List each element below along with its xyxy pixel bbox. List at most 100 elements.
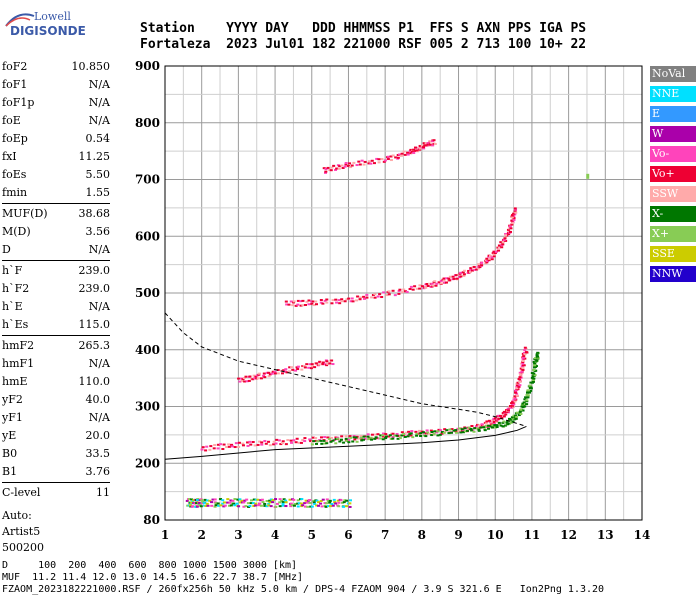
echo-mark xyxy=(464,430,468,433)
echo-mark xyxy=(333,438,337,441)
echo-mark xyxy=(267,375,271,378)
echo-mark xyxy=(395,432,399,435)
echo-mark xyxy=(358,298,362,301)
param-row: C-level 11 xyxy=(2,484,110,502)
echo-mark xyxy=(440,432,444,435)
echo-mark xyxy=(521,409,525,412)
echo-mark xyxy=(289,300,293,303)
echo-mark xyxy=(326,362,330,365)
echo-mark xyxy=(402,150,406,153)
echo-mark xyxy=(276,369,280,372)
echo-mark xyxy=(330,503,334,506)
x-tick-label: 11 xyxy=(524,528,541,542)
echo-mark xyxy=(315,362,319,365)
echo-mark xyxy=(510,402,514,405)
echo-mark xyxy=(504,233,508,236)
echo-mark xyxy=(415,434,419,437)
echo-mark xyxy=(480,264,484,267)
echo-mark xyxy=(348,162,352,165)
echo-mark xyxy=(214,502,218,505)
echo-mark xyxy=(387,435,391,438)
echo-mark xyxy=(393,434,397,437)
echo-mark xyxy=(520,405,524,408)
echo-mark xyxy=(339,438,343,441)
echo-mark xyxy=(525,351,529,354)
echo-mark xyxy=(334,298,338,301)
echo-mark xyxy=(422,147,426,150)
param-value: 110.0 xyxy=(78,375,111,388)
echo-mark xyxy=(349,436,353,439)
echo-mark xyxy=(303,366,307,369)
echo-mark xyxy=(324,440,328,443)
echo-mark xyxy=(290,504,294,507)
param-name: D xyxy=(2,243,11,256)
echo-mark xyxy=(499,424,503,427)
param-name: h`E xyxy=(2,300,23,313)
echo-mark xyxy=(199,505,203,508)
echo-mark xyxy=(380,158,384,161)
echo-mark xyxy=(331,363,335,366)
echo-mark xyxy=(509,227,513,230)
echo-mark xyxy=(362,163,366,166)
echo-mark xyxy=(323,436,327,439)
echo-mark xyxy=(337,299,341,302)
echo-mark xyxy=(273,370,277,373)
echo-mark xyxy=(389,159,393,162)
echo-mark xyxy=(309,367,313,370)
echo-mark xyxy=(333,501,337,504)
param-row: hmF1 N/A xyxy=(2,355,110,373)
echo-mark xyxy=(282,498,286,501)
echo-mark xyxy=(326,166,330,169)
echo-mark xyxy=(330,302,334,305)
echo-mark xyxy=(233,504,237,507)
echo-mark xyxy=(426,143,430,146)
echo-mark xyxy=(222,501,226,504)
echo-mark xyxy=(418,287,422,290)
echo-mark xyxy=(510,223,514,226)
echo-mark xyxy=(289,439,293,442)
echo-mark xyxy=(515,386,519,389)
echo-mark xyxy=(219,498,223,501)
echo-mark xyxy=(376,295,380,298)
echo-mark xyxy=(523,398,527,401)
echo-mark xyxy=(509,230,513,233)
echo-mark xyxy=(338,165,342,168)
echo-mark xyxy=(264,442,268,445)
echo-mark xyxy=(342,501,346,504)
echo-mark xyxy=(442,277,446,280)
echo-mark xyxy=(328,362,332,365)
echo-mark xyxy=(509,421,513,424)
echo-mark xyxy=(529,389,533,392)
echo-mark xyxy=(494,250,498,253)
echo-mark xyxy=(231,499,235,502)
echo-mark xyxy=(284,443,288,446)
echo-mark xyxy=(436,434,440,437)
echo-mark xyxy=(467,428,471,431)
echo-mark xyxy=(326,436,330,439)
param-value: 0.54 xyxy=(85,132,111,145)
echo-mark xyxy=(323,502,327,505)
echo-mark xyxy=(515,394,519,397)
echo-mark xyxy=(228,501,232,504)
param-name: hmF2 xyxy=(2,339,35,352)
echo-mark xyxy=(317,363,321,366)
logo-arc-icon xyxy=(5,13,35,27)
echo-mark xyxy=(325,502,329,505)
echo-mark xyxy=(378,437,382,440)
echo-mark xyxy=(478,266,482,269)
echo-mark xyxy=(299,304,303,307)
echo-mark xyxy=(308,363,312,366)
echo-mark xyxy=(195,502,199,505)
echo-mark xyxy=(511,222,515,225)
echo-mark xyxy=(263,502,267,505)
echo-mark xyxy=(534,365,538,368)
echo-mark xyxy=(426,285,430,288)
echo-mark xyxy=(282,369,286,372)
echo-mark xyxy=(515,411,519,414)
echo-mark xyxy=(243,499,247,502)
echo-mark xyxy=(237,377,241,380)
echo-mark xyxy=(460,428,464,431)
echo-mark xyxy=(219,504,223,507)
echo-mark xyxy=(310,365,314,368)
echo-mark xyxy=(487,255,491,258)
